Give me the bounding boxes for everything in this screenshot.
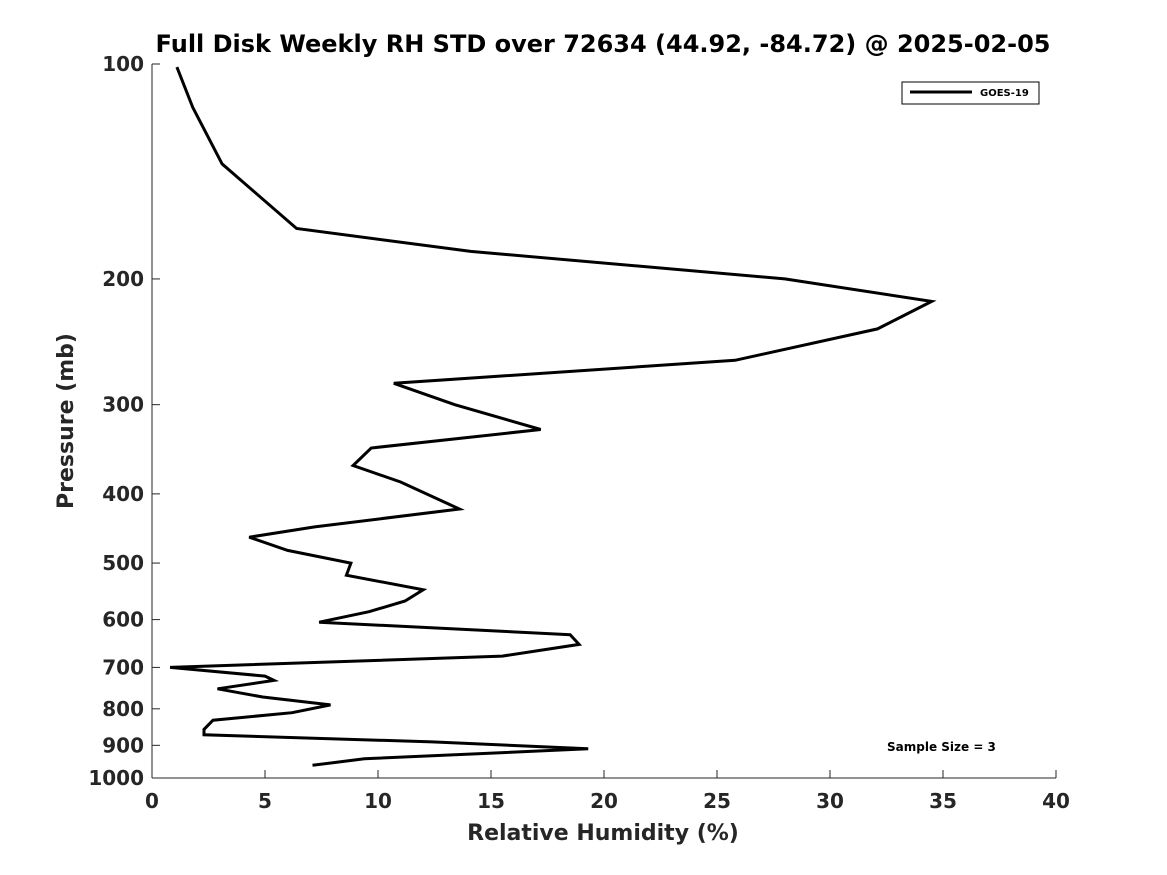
x-axis-label: Relative Humidity (%) [467,821,739,846]
x-tick-label: 40 [1042,789,1070,813]
series-layer [169,66,937,767]
x-tick-label: 5 [258,789,272,813]
y-tick-label: 500 [102,551,144,575]
y-tick-label: 900 [102,733,144,757]
y-tick-label: 100 [102,52,144,76]
x-tick-label: 15 [477,789,505,813]
x-tick-label: 25 [703,789,731,813]
axes [151,64,1056,779]
legend-label-goes-19: GOES-19 [980,88,1029,99]
x-tick-label: 10 [364,789,392,813]
y-tick-label: 300 [102,393,144,417]
y-tick-label: 200 [102,267,144,291]
x-tick-label: 30 [816,789,844,813]
x-tick-label: 35 [929,789,957,813]
chart-title: Full Disk Weekly RH STD over 72634 (44.9… [156,30,1051,58]
x-tick-label: 20 [590,789,618,813]
y-axis-label-group: Pressure (mb) [54,333,79,509]
sample-size-annotation: Sample Size = 3 [887,740,996,754]
y-axis-label: Pressure (mb) [54,333,79,509]
x-tick-label: 0 [145,789,159,813]
y-tick-label: 700 [102,655,144,679]
series-line-goes-19 [169,66,937,767]
y-tick-label: 1000 [88,766,144,790]
y-tick-label: 600 [102,608,144,632]
y-tick-label: 400 [102,482,144,506]
ticks: 0 5 10 15 20 25 30 35 40 100 200 300 400 500 600 700 800… [88,52,1070,813]
legend: GOES-19 [901,81,1040,105]
y-tick-label: 800 [102,697,144,721]
